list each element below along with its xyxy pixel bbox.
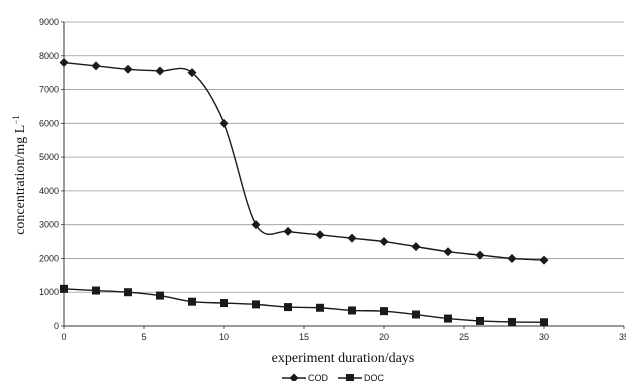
- cod-data-point: [251, 220, 261, 230]
- doc-series-line: [63, 288, 545, 323]
- cod-data-point: [219, 118, 229, 128]
- cod-data-point: [379, 237, 389, 247]
- x-axis-title: experiment duration/days: [272, 351, 415, 366]
- x-tick-label: 25: [459, 332, 469, 342]
- doc-data-point: [476, 316, 484, 325]
- x-tick-label: 20: [379, 332, 389, 342]
- y-tick-label: 6000: [39, 118, 59, 128]
- cod-data-point: [283, 226, 293, 236]
- y-tick-label: 1000: [39, 287, 59, 297]
- cod-series-line: [63, 61, 545, 261]
- doc-data-point: [220, 299, 228, 308]
- y-tick-label: 0: [54, 321, 59, 331]
- y-tick-label: 8000: [39, 51, 59, 61]
- x-tick-label: 30: [539, 332, 549, 342]
- x-tick-label: 35: [619, 332, 626, 342]
- cod-data-point: [91, 61, 101, 71]
- doc-data-point: [284, 303, 292, 312]
- gridlines: [64, 21, 624, 293]
- legend: COD DOC: [282, 373, 385, 381]
- axes: [61, 21, 625, 329]
- doc-data-point: [540, 318, 548, 327]
- cod-data-point: [539, 255, 549, 265]
- cod-data-point: [59, 58, 69, 68]
- cod-data-point: [411, 242, 421, 252]
- y-axis-title-main: concentration/mg L: [13, 125, 28, 235]
- doc-data-point: [252, 300, 260, 309]
- y-tick-label: 7000: [39, 85, 59, 95]
- x-tick-label: 5: [141, 332, 146, 342]
- cod-data-point: [187, 68, 197, 78]
- y-tick-label: 9000: [39, 17, 59, 27]
- cod-data-point: [507, 253, 517, 263]
- doc-data-point: [348, 306, 356, 315]
- doc-legend-marker: [346, 374, 354, 381]
- doc-data-point: [92, 286, 100, 295]
- y-tick-label: 2000: [39, 253, 59, 263]
- doc-data-point: [380, 307, 388, 316]
- doc-data-point: [188, 297, 196, 306]
- cod-data-point: [155, 66, 165, 76]
- x-tick-label: 0: [61, 332, 66, 342]
- doc-data-point: [508, 317, 516, 326]
- cod-data-point: [347, 233, 357, 243]
- x-tick-label: 10: [219, 332, 229, 342]
- doc-data-point: [156, 291, 164, 300]
- cod-data-point: [475, 250, 485, 260]
- y-tick-label: 5000: [39, 152, 59, 162]
- cod-data-point: [123, 64, 133, 74]
- doc-legend-label: DOC: [364, 373, 385, 381]
- cod-legend-label: COD: [308, 373, 329, 381]
- y-axis-title: concentration/mg L−1: [11, 115, 28, 235]
- doc-data-point: [60, 284, 68, 293]
- y-tick-labels: 0 1000 2000 3000 4000 5000 6000 7000 8000 9000: [39, 17, 59, 331]
- x-tick-label: 15: [299, 332, 309, 342]
- cod-data-point: [443, 247, 453, 257]
- y-tick-label: 4000: [39, 186, 59, 196]
- cod-data-point: [315, 230, 325, 240]
- cod-legend-marker: [289, 373, 299, 381]
- series-markers: [59, 58, 549, 327]
- series-lines: [63, 61, 545, 323]
- y-axis-title-unit-exponent: −1: [11, 115, 21, 125]
- doc-data-point: [444, 314, 452, 323]
- doc-data-point: [412, 310, 420, 319]
- x-tick-labels: 0 5 10 15 20 25 30 35: [61, 332, 626, 342]
- doc-data-point: [316, 303, 324, 312]
- doc-data-point: [124, 288, 132, 297]
- y-tick-label: 3000: [39, 220, 59, 230]
